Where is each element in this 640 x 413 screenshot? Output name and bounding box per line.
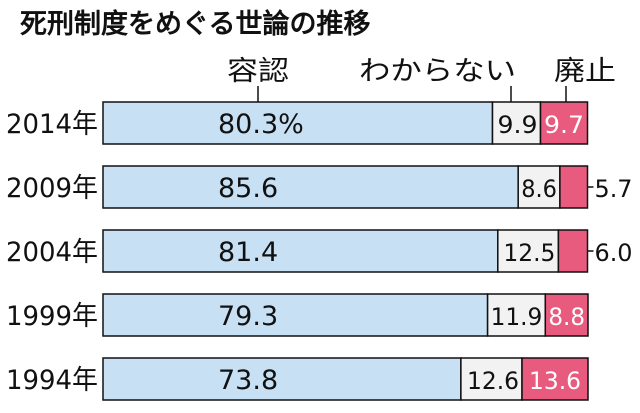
bar-segment-unknown [517, 165, 561, 209]
bar-segment-accept [102, 357, 462, 401]
value-label-unknown: 8.6 [521, 175, 557, 203]
value-label-unknown: 12.6 [467, 367, 519, 395]
bar-row: 1994年 73.8 12.6 13.6 [6, 357, 589, 401]
legend: 容認 わからない 廃止 [227, 56, 616, 102]
value-label-unknown: 9.9 [498, 111, 538, 139]
bar-segment-unknown [491, 101, 542, 145]
bar-rows: 2014年 80.3% 9.9 9.7 2009年 85.6 8.6 5.7 2004年 81.4… [6, 101, 633, 401]
value-label-accept: 80.3% [218, 109, 304, 140]
value-label-accept: 81.4 [218, 237, 278, 268]
bar-segment-abolish [557, 229, 589, 273]
value-label-abolish: 6.0 [595, 239, 633, 267]
value-label-unknown: 12.5 [503, 239, 555, 267]
bar-row: 2004年 81.4 12.5 6.0 [6, 229, 633, 273]
value-label-abolish: 8.8 [548, 303, 585, 331]
bar-row: 2014年 80.3% 9.9 9.7 [6, 101, 589, 145]
value-label-abolish: 13.6 [529, 367, 581, 395]
category-label: 2014年 [6, 109, 98, 140]
value-label-accept: 73.8 [218, 365, 278, 396]
bar-segment-abolish [539, 101, 589, 145]
category-label: 1994年 [6, 365, 98, 396]
bar-row: 2009年 85.6 8.6 5.7 [6, 165, 633, 209]
bar-row: 1999年 79.3 11.9 8.8 [6, 293, 589, 337]
category-label: 2004年 [6, 237, 98, 268]
category-label: 1999年 [6, 301, 98, 332]
value-label-accept: 85.6 [218, 173, 278, 204]
value-label-abolish: 9.7 [544, 111, 584, 139]
legend-label-accept: 容認 [227, 56, 289, 87]
chart-title: 死刑制度をめぐる世論の推移 [20, 8, 370, 40]
bar-segment-abolish [521, 357, 589, 401]
bar-segment-accept [102, 293, 489, 337]
bar-segment-abolish [559, 165, 589, 209]
bar-segment-accept [102, 101, 494, 145]
legend-label-abolish: 廃止 [554, 56, 616, 87]
value-label-abolish: 5.7 [595, 175, 633, 203]
bar-segment-accept [102, 229, 499, 273]
value-label-accept: 79.3 [218, 301, 278, 332]
category-label: 2009年 [6, 173, 98, 204]
bar-segment-abolish [544, 293, 589, 337]
legend-label-unknown: わからない [359, 56, 516, 87]
value-label-unknown: 11.9 [491, 303, 543, 331]
bar-segment-accept [102, 165, 519, 209]
